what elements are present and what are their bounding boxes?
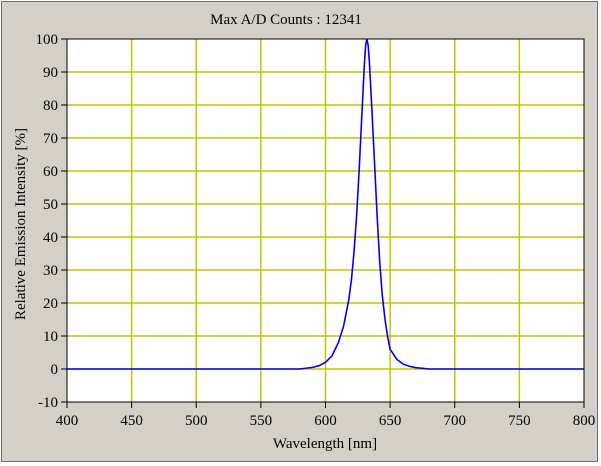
y-tick-label: 60 xyxy=(43,164,58,180)
y-tick-label: 80 xyxy=(43,98,58,114)
y-tick-label: 70 xyxy=(43,131,58,147)
x-axis-label: Wavelength [nm] xyxy=(273,436,377,452)
y-tick-label: 90 xyxy=(43,65,58,81)
y-axis-label: Relative Emission Intensity [%] xyxy=(13,128,29,320)
x-tick-label: 650 xyxy=(379,413,402,429)
plot-border xyxy=(66,38,585,403)
y-tick-label: 40 xyxy=(43,230,58,246)
x-tick-label: 550 xyxy=(250,413,273,429)
y-tick-label: 100 xyxy=(36,32,59,48)
chart-title: Max A/D Counts : 12341 xyxy=(210,12,362,28)
x-axis-ticks: 400 450 500 550 600 650 700 750 800 xyxy=(56,402,596,429)
x-tick-label: 750 xyxy=(508,413,531,429)
y-tick-label: 20 xyxy=(43,296,58,312)
x-tick-label: 700 xyxy=(444,413,467,429)
y-axis-ticks: -10 0 10 20 30 40 50 60 70 80 90 100 xyxy=(36,32,67,411)
y-tick-label: 0 xyxy=(51,362,59,378)
y-tick-label: 10 xyxy=(43,329,58,345)
x-tick-label: 400 xyxy=(56,413,79,429)
x-tick-label: 800 xyxy=(573,413,596,429)
y-tick-label: -10 xyxy=(38,395,58,411)
x-tick-label: 500 xyxy=(185,413,208,429)
y-tick-label: 50 xyxy=(43,197,58,213)
x-tick-label: 450 xyxy=(120,413,143,429)
y-tick-label: 30 xyxy=(43,263,58,279)
x-tick-label: 600 xyxy=(314,413,337,429)
